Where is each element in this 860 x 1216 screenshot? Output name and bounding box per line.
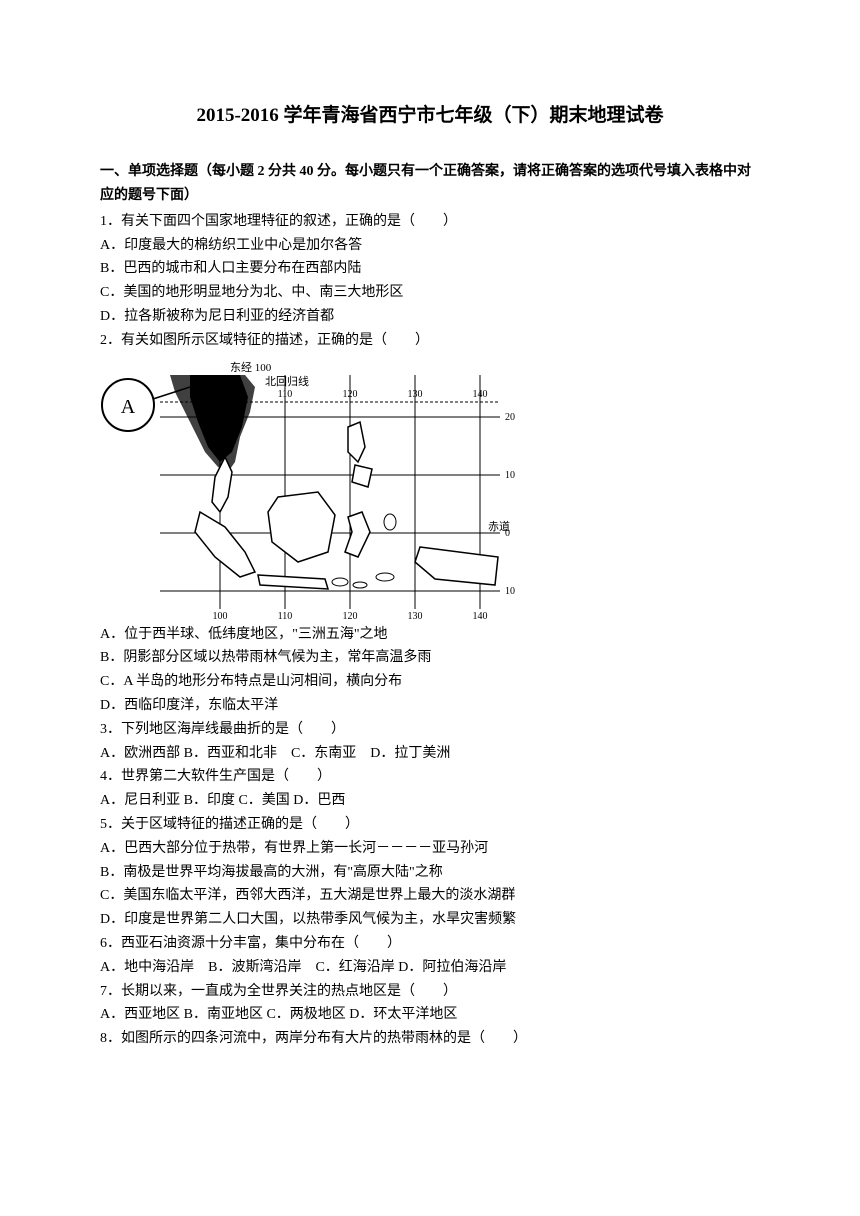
question-7: 7．长期以来，一直成为全世界关注的热点地区是（ ）	[100, 980, 760, 1004]
q1-option-d: D．拉各斯被称为尼日利亚的经济首都	[100, 305, 760, 329]
q5-option-c: C．美国东临太平洋，西邻大西洋，五大湖是世界上最大的淡水湖群	[100, 884, 760, 908]
q7-options: A．西亚地区 B．南亚地区 C．两极地区 D．环太平洋地区	[100, 1003, 760, 1027]
svg-text:130: 130	[408, 611, 423, 619]
svg-text:120: 120	[343, 389, 358, 400]
q1-option-b: B．巴西的城市和人口主要分布在西部内陆	[100, 257, 760, 281]
q5-option-b: B．南极是世界平均海拔最高的大洲，有"高原大陆"之称	[100, 861, 760, 885]
map-figure: A	[100, 357, 760, 619]
q2-option-d: D．西临印度洋，东临太平洋	[100, 694, 760, 718]
svg-text:100: 100	[213, 611, 228, 619]
question-1: 1．有关下面四个国家地理特征的叙述，正确的是（ ）	[100, 210, 760, 234]
page-title: 2015-2016 学年青海省西宁市七年级（下）期末地理试卷	[100, 100, 760, 132]
q1-option-a: A．印度最大的棉纺织工业中心是加尔各答	[100, 234, 760, 258]
question-4: 4．世界第二大软件生产国是（ ）	[100, 765, 760, 789]
svg-text:130: 130	[408, 389, 423, 400]
svg-text:0: 0	[505, 528, 510, 539]
question-2: 2．有关如图所示区域特征的描述，正确的是（ ）	[100, 329, 760, 353]
q6-options: A．地中海沿岸 B．波斯湾沿岸 C．红海沿岸 D．阿拉伯海沿岸	[100, 956, 760, 980]
svg-text:110: 110	[278, 611, 293, 619]
question-3: 3．下列地区海岸线最曲折的是（ ）	[100, 718, 760, 742]
question-6: 6．西亚石油资源十分丰富，集中分布在（ ）	[100, 932, 760, 956]
q2-option-c: C．A 半岛的地形分布特点是山河相间，横向分布	[100, 670, 760, 694]
map-label-a: A	[121, 396, 136, 418]
question-8: 8．如图所示的四条河流中，两岸分布有大片的热带雨林的是（ ）	[100, 1027, 760, 1051]
svg-text:140: 140	[473, 389, 488, 400]
svg-text:北回归线: 北回归线	[265, 374, 309, 388]
svg-text:20: 20	[505, 412, 515, 423]
q5-option-d: D．印度是世界第二人口大国，以热带季风气候为主，水旱灾害频繁	[100, 908, 760, 932]
q5-option-a: A．巴西大部分位于热带，有世界上第一长河－－－－亚马孙河	[100, 837, 760, 861]
question-5: 5．关于区域特征的描述正确的是（ ）	[100, 813, 760, 837]
section-header: 一、单项选择题（每小题 2 分共 40 分。每小题只有一个正确答案，请将正确答案…	[100, 160, 760, 208]
svg-text:110: 110	[278, 389, 293, 400]
q4-options: A．尼日利亚 B．印度 C．美国 D．巴西	[100, 789, 760, 813]
svg-text:120: 120	[343, 611, 358, 619]
q3-options: A．欧洲西部 B．西亚和北非 C．东南亚 D．拉丁美洲	[100, 742, 760, 766]
q2-option-b: B．阴影部分区域以热带雨林气候为主，常年高温多雨	[100, 646, 760, 670]
svg-text:10: 10	[505, 470, 515, 481]
svg-text:东经 100: 东经 100	[230, 361, 272, 374]
q2-option-a: A．位于西半球、低纬度地区，"三洲五海"之地	[100, 623, 760, 647]
svg-text:10: 10	[505, 586, 515, 597]
q1-option-c: C．美国的地形明显地分为北、中、南三大地形区	[100, 281, 760, 305]
svg-text:140: 140	[473, 611, 488, 619]
